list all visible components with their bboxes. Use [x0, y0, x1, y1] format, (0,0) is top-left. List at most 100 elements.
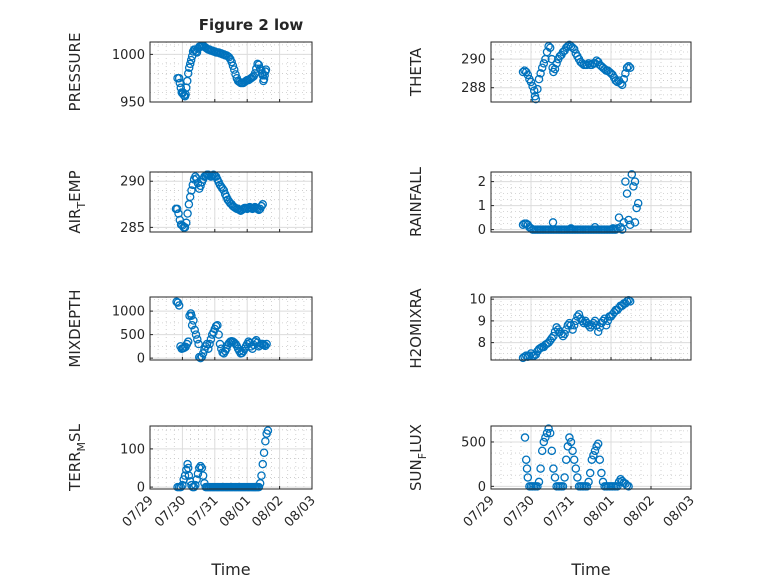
data-point [259, 448, 269, 457]
data-point [573, 473, 582, 482]
data-point [624, 482, 633, 491]
data-point [568, 446, 577, 456]
y-tick-label: 290 [461, 53, 486, 68]
data-point [569, 320, 579, 330]
data-point [550, 64, 560, 74]
data-point [204, 344, 213, 353]
data-point [176, 83, 186, 92]
data-point [537, 446, 547, 456]
data-point [536, 69, 545, 78]
y-tick-label: 950 [120, 96, 145, 111]
data-point [522, 464, 532, 473]
data-point [587, 455, 597, 464]
data-point [568, 325, 577, 334]
y-tick-label: 9 [478, 314, 486, 329]
y-tick-label: 2 [478, 175, 486, 190]
x-tick-label: 07/31 [185, 493, 222, 530]
x-tick-label: 08/02 [621, 493, 658, 530]
x-tick-label: 08/01 [217, 493, 254, 530]
panel-theta: 288 290 THETA [407, 40, 692, 104]
data-point [189, 316, 198, 325]
data-point [254, 482, 264, 492]
data-point [534, 477, 544, 487]
data-point [187, 311, 196, 321]
data-point [258, 200, 268, 209]
data-point [582, 482, 592, 491]
y-tick-label: 0 [478, 223, 486, 238]
data-point [595, 455, 605, 464]
data-point [227, 57, 236, 67]
data-point [545, 428, 555, 438]
data-point [198, 349, 208, 358]
data-point [190, 325, 199, 335]
data-point [521, 351, 531, 360]
data-point [566, 437, 576, 447]
data-point [558, 482, 568, 491]
data-point [629, 182, 638, 191]
axes-box [149, 41, 313, 103]
data-point [545, 43, 555, 52]
data-point [542, 428, 552, 438]
data-point [257, 471, 266, 480]
data-point [617, 80, 627, 90]
data-point [597, 468, 606, 478]
data-point [548, 218, 558, 227]
data-point [563, 320, 573, 330]
data-point [184, 200, 194, 209]
x-tick-label: 07/30 [501, 493, 538, 530]
x-axis-label: Time [210, 560, 250, 579]
figure-title: Figure 2 low [199, 16, 304, 34]
y-tick-label: 0 [137, 352, 145, 367]
data-point [196, 353, 205, 363]
data-point [187, 320, 197, 330]
data-point [593, 439, 603, 448]
data-point [622, 63, 632, 72]
data-point [534, 74, 544, 84]
data-point [237, 348, 247, 358]
data-point [577, 316, 587, 326]
data-point [560, 329, 569, 339]
x-tick-label: 07/31 [541, 493, 578, 530]
data-point [625, 297, 635, 306]
panel-sun_flux: 0 500 SUNFLUX 07/29 07/30 07/31 08/01 08/02 08/0… [407, 424, 698, 579]
data-point [253, 59, 262, 69]
panel-mixdepth: 0 500 1000 MIXDEPTH [66, 289, 313, 368]
data-point [539, 437, 549, 447]
data-point [261, 437, 270, 446]
data-point [183, 69, 193, 78]
data-point [213, 320, 222, 330]
axes-box [149, 171, 313, 233]
data-point [614, 213, 624, 222]
data-point [571, 464, 581, 473]
data-point [533, 482, 542, 491]
data-point [523, 70, 533, 80]
data-point [539, 59, 549, 68]
data-point [185, 59, 195, 69]
data-point [558, 331, 568, 341]
x-tick-label: 07/29 [461, 493, 498, 530]
data-point [258, 459, 268, 469]
x-tick-label: 08/01 [581, 493, 618, 530]
data-point [183, 209, 192, 218]
data-point [526, 77, 536, 87]
data-point [194, 463, 204, 473]
data-point [183, 459, 192, 469]
data-point [525, 351, 534, 360]
data-point [262, 339, 271, 349]
data-point [193, 469, 203, 478]
data-point [625, 63, 635, 72]
data-point [566, 320, 576, 330]
data-point [211, 321, 221, 331]
y-tick-label: 288 [461, 81, 486, 96]
data-point [205, 339, 214, 349]
data-point [574, 310, 584, 319]
data-point [569, 455, 579, 464]
x-tick-label: 08/03 [661, 493, 698, 530]
y-tick-label: 500 [461, 435, 486, 450]
data-point [593, 327, 603, 337]
data-point [189, 482, 199, 492]
y-axis-label: SUNFLUX [407, 424, 429, 491]
data-point [630, 177, 640, 186]
panel-terr_msl: 0 100 TERRMSL 07/2907/3007/3108/0108/0208/0… [66, 423, 319, 579]
y-axis-label: H2OMIXRA [407, 288, 425, 369]
